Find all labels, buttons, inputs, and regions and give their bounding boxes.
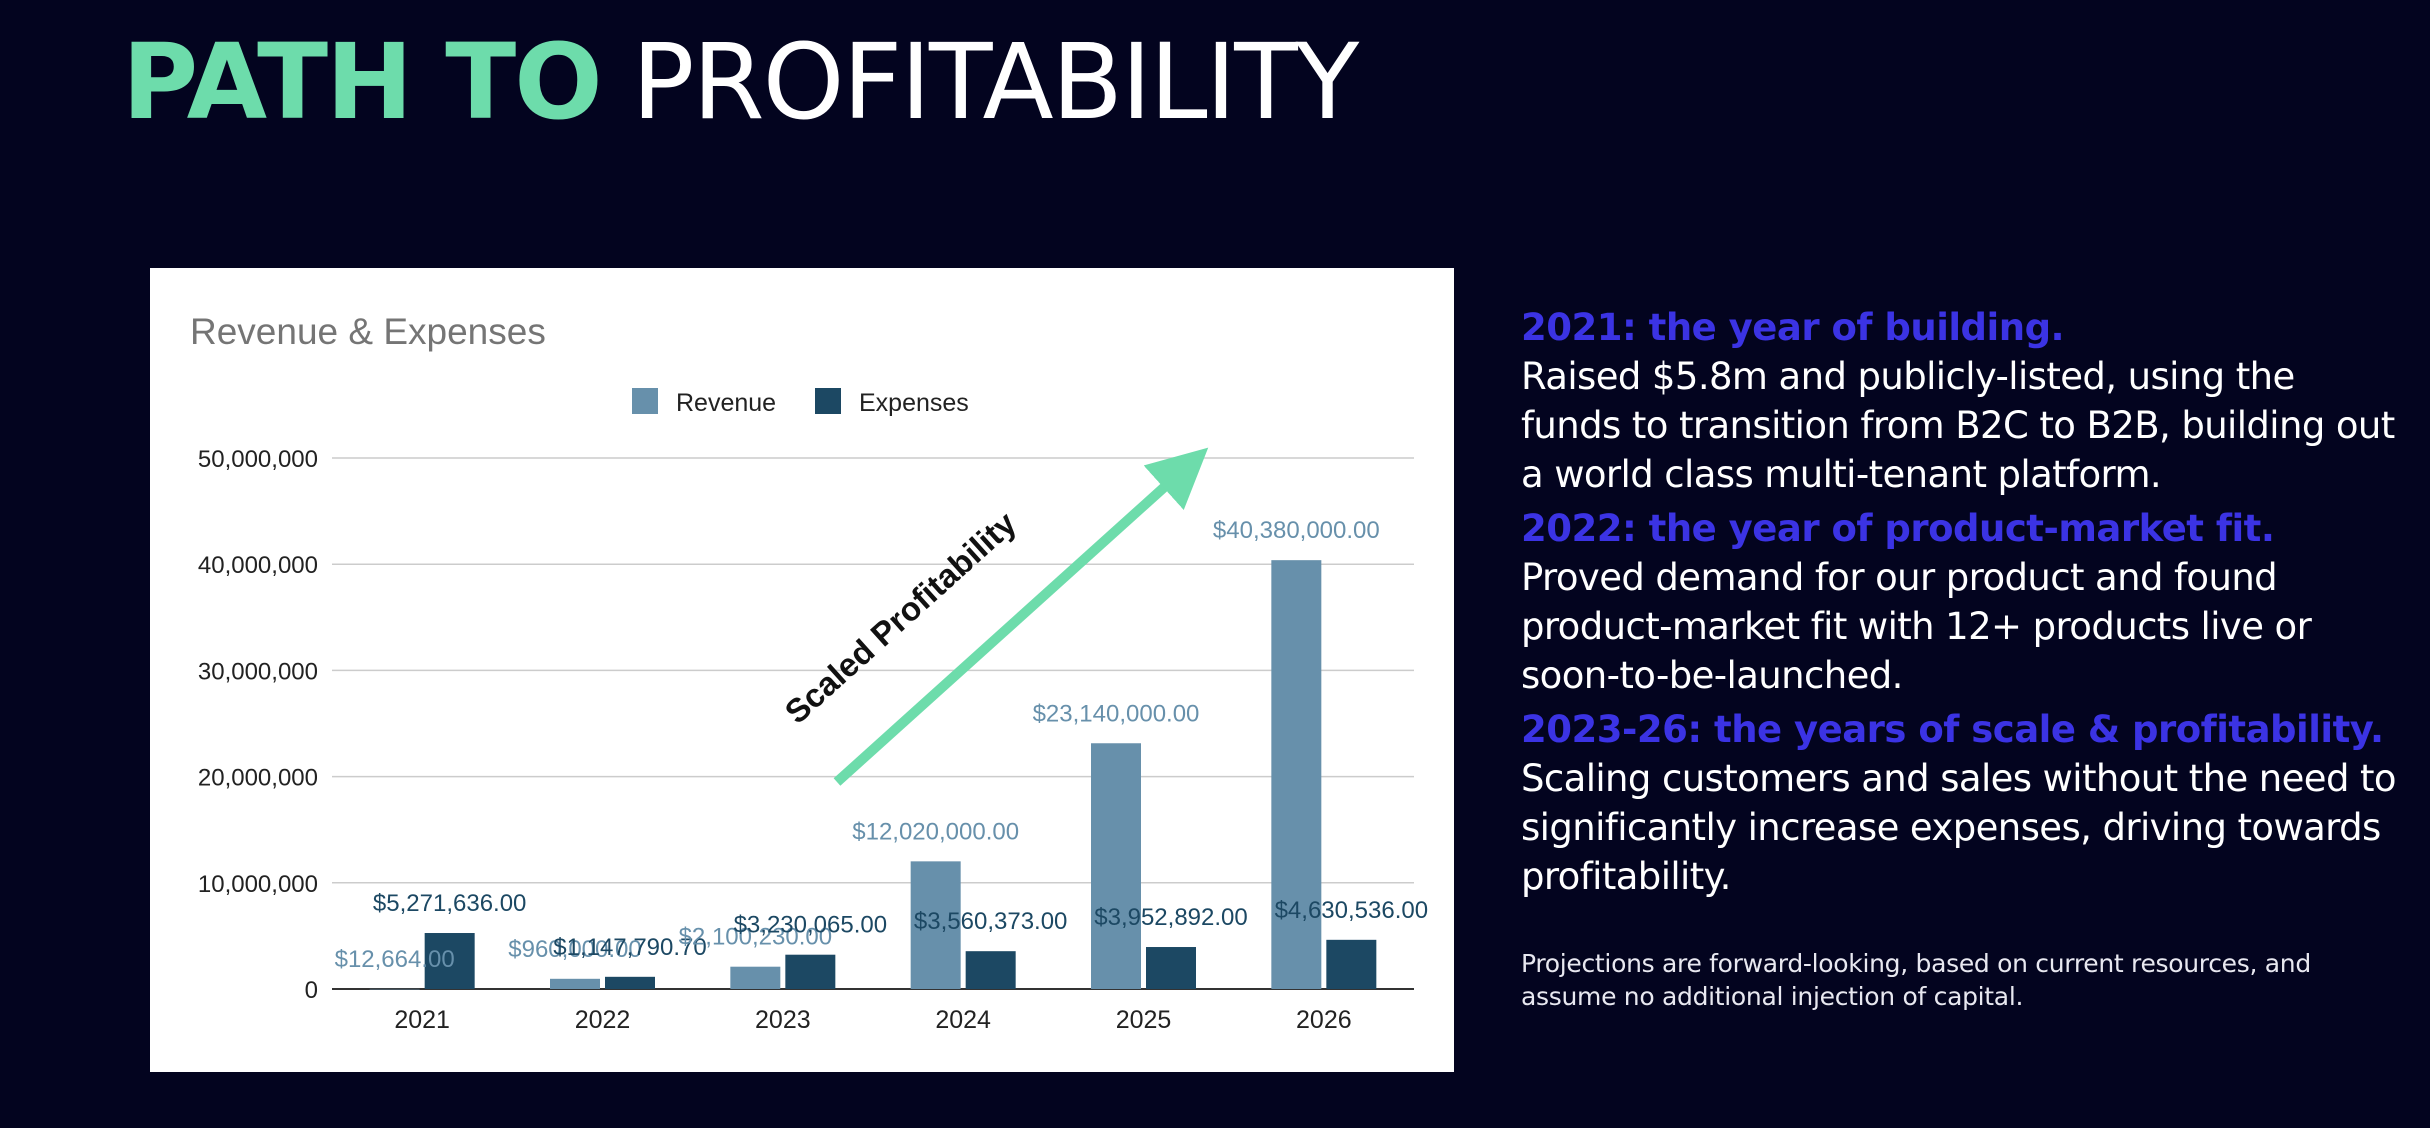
revenue-bar-2026 xyxy=(1271,560,1322,989)
section-heading-2023-26: 2023-26: the years of scale & profitabil… xyxy=(1521,708,2384,751)
section-body-2023-26: Scaling customers and sales without the … xyxy=(1521,757,2397,898)
revenue-data-label-2024: $12,020,000.00 xyxy=(852,818,1019,845)
revenue-bar-2025 xyxy=(1091,743,1141,989)
revenue-data-label-2022: $960,000.00 xyxy=(508,936,641,963)
legend-label-1: Expenses xyxy=(859,389,969,417)
expenses-bar-2021 xyxy=(424,933,475,989)
expenses-data-label-2024: $3,560,373.00 xyxy=(914,908,1067,935)
x-tick-label: 2021 xyxy=(394,1006,450,1034)
page-title: PATH TO PROFITABILITY xyxy=(122,21,1360,143)
revenue-data-label-2026: $40,380,000.00 xyxy=(1213,517,1380,544)
expenses-data-label-2023: $3,230,065.00 xyxy=(734,912,887,939)
expenses-data-label-2025: $3,952,892.00 xyxy=(1094,904,1247,931)
x-tick-label: 2023 xyxy=(755,1006,811,1034)
chart-card: Revenue & Expenses Revenue Expenses 0 10,000… xyxy=(150,268,1454,1072)
legend-swatch-0 xyxy=(632,388,658,414)
revenue-expenses-chart: Revenue & Expenses Revenue Expenses 0 10,000… xyxy=(190,311,1428,1034)
x-tick-label: 2024 xyxy=(935,1006,991,1034)
footnote: Projections are forward-looking, based o… xyxy=(1521,949,2311,1011)
page-title-light: PROFITABILITY xyxy=(631,21,1360,143)
chart-title: Revenue & Expenses xyxy=(190,311,546,352)
expenses-data-label-2026: $4,630,536.00 xyxy=(1275,897,1428,924)
expenses-data-label-2021: $5,271,636.00 xyxy=(373,890,526,917)
expenses-bar-2025 xyxy=(1146,947,1196,989)
section-heading-2022: 2022: the year of product-market fit. xyxy=(1521,507,2275,550)
expenses-bar-2026 xyxy=(1326,939,1377,989)
revenue-bar-2022 xyxy=(550,978,600,989)
legend-swatch-1 xyxy=(815,388,841,414)
y-tick-label: 10,000,000 xyxy=(198,871,318,898)
y-tick-label: 30,000,000 xyxy=(198,658,318,685)
section-heading-2021: 2021: the year of building. xyxy=(1521,306,2065,349)
revenue-data-label-2021: $12,664.00 xyxy=(335,946,455,973)
revenue-bar-2021 xyxy=(369,988,420,990)
expenses-bar-2022 xyxy=(605,976,655,989)
revenue-data-label-2025: $23,140,000.00 xyxy=(1033,700,1200,727)
y-tick-label: 40,000,000 xyxy=(198,552,318,579)
expenses-bar-2024 xyxy=(965,951,1016,989)
legend-label-0: Revenue xyxy=(676,389,776,417)
x-tick-label: 2026 xyxy=(1296,1006,1352,1034)
profitability-arrow xyxy=(833,447,1209,786)
expenses-bar-2023 xyxy=(785,954,836,989)
page-title-bold: PATH TO xyxy=(122,21,603,143)
y-tick-label: 50,000,000 xyxy=(198,446,318,473)
section-body-2022: Proved demand for our product and found … xyxy=(1521,556,2312,697)
revenue-data-label-2023: $2,100,230.00 xyxy=(679,924,832,951)
x-tick-label: 2025 xyxy=(1116,1006,1172,1034)
revenue-bar-2024 xyxy=(910,861,961,989)
y-tick-label: 20,000,000 xyxy=(198,765,318,792)
revenue-bar-2023 xyxy=(730,966,781,989)
expenses-data-label-2022: $1,147,790.70 xyxy=(553,934,706,961)
x-tick-label: 2022 xyxy=(575,1006,631,1034)
annotation-scaled-profitability: Scaled Profitability xyxy=(778,504,1024,731)
section-body-2021: Raised $5.8m and publicly-listed, using … xyxy=(1521,355,2395,496)
y-tick-label: 0 xyxy=(305,977,318,1004)
narrative-column: 2021: the year of building. Raised $5.8m… xyxy=(1521,304,2401,1013)
